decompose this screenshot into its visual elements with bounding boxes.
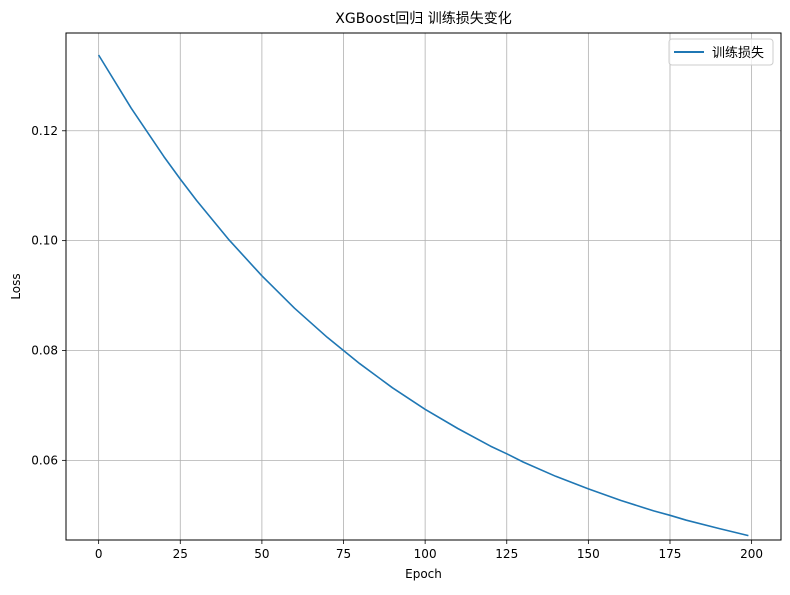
x-tick-label: 100 xyxy=(414,547,437,561)
grid xyxy=(66,33,781,540)
x-tick-label: 0 xyxy=(95,547,103,561)
y-tick-label: 0.10 xyxy=(31,234,58,248)
legend-label: 训练损失 xyxy=(712,46,764,61)
ticks: 0 25 50 75 100 125 150 175 200 0.06 0.08 0.10 0.12 xyxy=(31,124,763,561)
x-tick-label: 200 xyxy=(740,547,763,561)
x-tick-label: 150 xyxy=(577,547,600,561)
y-tick-label: 0.12 xyxy=(31,124,58,138)
x-tick-label: 175 xyxy=(659,547,682,561)
legend-box xyxy=(668,38,774,66)
chart-title: XGBoost回归 训练损失变化 xyxy=(335,10,511,27)
plot-frame xyxy=(65,32,782,541)
y-axis-label: Loss xyxy=(9,273,23,299)
y-tick-label: 0.06 xyxy=(31,453,58,467)
loss-series-line xyxy=(97,54,749,537)
series-layer xyxy=(97,54,749,537)
x-tick-label: 125 xyxy=(495,547,518,561)
y-tick-label: 0.08 xyxy=(31,343,58,357)
x-tick-label: 50 xyxy=(254,547,269,561)
x-tick-label: 25 xyxy=(173,547,188,561)
x-axis-label: Epoch xyxy=(405,567,442,581)
legend: 训练损失 xyxy=(668,38,774,66)
x-tick-label: 75 xyxy=(336,547,351,561)
